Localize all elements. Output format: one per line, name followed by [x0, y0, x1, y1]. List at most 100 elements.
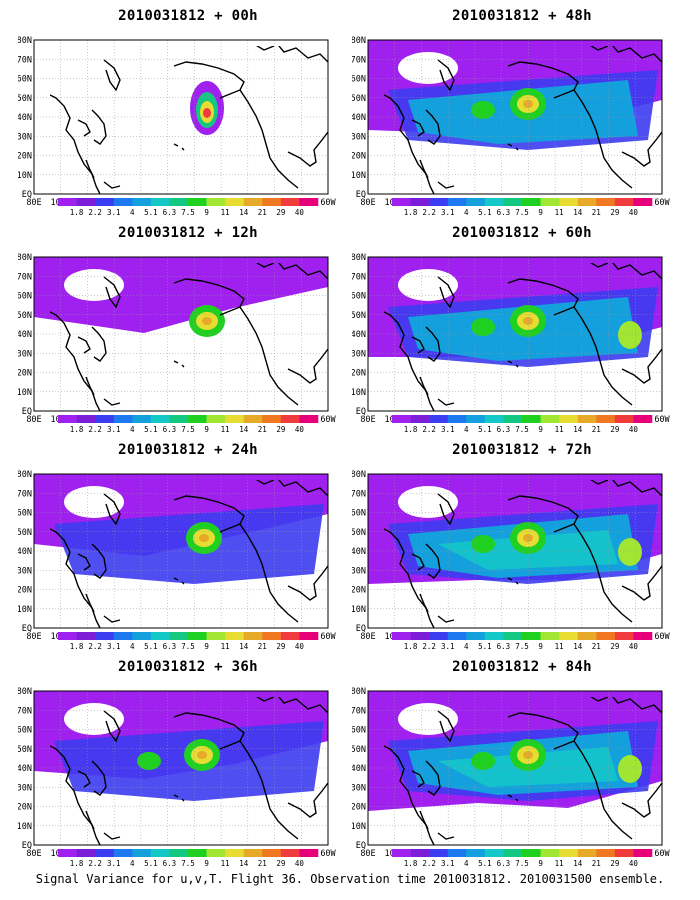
coastline [173, 495, 245, 533]
low-variance-area [64, 269, 124, 301]
coastline [173, 360, 185, 368]
colorbar-label: 6.3 [497, 859, 511, 868]
coastline [77, 760, 107, 796]
colorbar-label: 1.8 [70, 642, 84, 651]
map-plot: 80E100E120E140E160E180160W140W120W100W80… [352, 253, 671, 425]
coastline [173, 794, 185, 802]
low-variance-area [34, 608, 328, 628]
colorbar-swatch [243, 632, 263, 640]
colorbar-swatch [577, 415, 597, 423]
colorbar-swatch [113, 632, 133, 640]
variance-blob [203, 108, 211, 118]
variance-field [34, 257, 328, 411]
map-plot: 80E100E120E140E160E180160W140W120W100W80… [352, 687, 671, 859]
colorbar-swatch [188, 198, 207, 206]
colorbar-label: 7.5 [181, 425, 195, 434]
low-variance-area [64, 486, 124, 518]
map-panel: 2010031812 + 24h 80E100E120E140E160E1801… [18, 442, 358, 667]
colorbar-label: 29 [276, 859, 285, 868]
colorbar-label: 40 [295, 642, 305, 651]
colorbar-swatch [113, 849, 133, 857]
colorbar-swatch [113, 198, 133, 206]
latitude-label: EQ [22, 190, 32, 200]
colorbar-swatch [447, 632, 467, 640]
colorbar-swatch [503, 849, 523, 857]
colorbar-swatch [76, 849, 96, 857]
low-variance-area [64, 703, 124, 735]
coastline [507, 712, 579, 750]
colorbar-label: 11 [555, 425, 564, 434]
map-plot: 80E100E120E140E160E180160W140W120W100W80… [18, 687, 337, 859]
colorbar-label: 7.5 [181, 208, 195, 217]
colorbar-label: 21 [258, 208, 267, 217]
coastlines [50, 46, 329, 195]
colorbar-swatch [633, 415, 653, 423]
coastline [255, 46, 329, 63]
longitude-label: 80E [360, 849, 375, 859]
colorbar-swatch [225, 415, 245, 423]
variance-maximum [523, 317, 533, 325]
colorbar-label: 11 [221, 642, 230, 651]
colorbar-swatch [559, 849, 579, 857]
latitude-label: 50N [18, 94, 32, 104]
colorbar-swatch [410, 849, 430, 857]
longitude-label: 80E [26, 849, 41, 859]
colorbar-label: 21 [258, 425, 267, 434]
map-layer: 80E100E120E140E160E180160W140W120W100W80… [352, 470, 671, 642]
colorbar-label: 5.1 [478, 425, 492, 434]
coastline [173, 143, 185, 151]
colorbar-swatch [225, 198, 245, 206]
low-variance-area [368, 176, 662, 194]
colorbar-swatch [466, 198, 486, 206]
colorbar-swatch [484, 198, 504, 206]
map-gridlines [368, 40, 662, 194]
map-layer: 80E100E120E140E160E180160W140W120W100W80… [18, 470, 337, 642]
colorbar-swatch [58, 632, 77, 640]
colorbar: 1.8 2.2 3.1 4 5.1 6.3 7.5 9 11 14 21 29 40 [58, 632, 319, 651]
map-plot: 80E100E120E140E160E180160W140W120W100W80… [18, 253, 337, 425]
latitude-label: 70N [18, 272, 32, 282]
colorbar-label: 21 [592, 859, 601, 868]
colorbar-label: 14 [239, 425, 249, 434]
coastlines [50, 263, 329, 412]
colorbar-swatch [169, 632, 189, 640]
low-variance-area [368, 394, 662, 411]
colorbar-swatch [410, 632, 430, 640]
colorbar-label: 5.1 [144, 425, 158, 434]
latitude-label: 20N [18, 369, 32, 379]
panel-title: 2010031812 + 24h [118, 442, 258, 458]
colorbar-swatch [503, 198, 523, 206]
latitude-label: 70N [352, 706, 366, 716]
colorbar-label: 9 [204, 859, 209, 868]
colorbar-label: 29 [610, 859, 619, 868]
longitude-label: 60W [654, 632, 670, 642]
colorbar-label: 9 [204, 425, 209, 434]
variance-maximum [202, 317, 212, 325]
coastline [287, 131, 329, 167]
colorbar-swatch [522, 849, 541, 857]
latitude-label: EQ [356, 407, 366, 417]
panel-title: 2010031812 + 60h [452, 225, 592, 241]
colorbar-swatch [484, 849, 504, 857]
colorbar-swatch [280, 415, 300, 423]
latitude-label: EQ [22, 407, 32, 417]
coastlines [384, 263, 663, 412]
colorbar-label: 4 [464, 208, 469, 217]
coastline [419, 593, 455, 623]
coastline [621, 782, 663, 818]
latitude-label: 70N [18, 55, 32, 65]
colorbar-label: 29 [610, 642, 619, 651]
map-panel: 2010031812 + 36h 80E100E120E140E160E1801… [18, 659, 358, 884]
colorbar-swatch [614, 198, 634, 206]
latitude-label: 40N [352, 764, 366, 774]
latitude-label: 40N [352, 113, 366, 123]
longitude-label: 60W [654, 415, 670, 425]
colorbar-label: 9 [538, 208, 543, 217]
colorbar-swatch [225, 632, 245, 640]
variance-field [368, 691, 662, 845]
variance-maximum [471, 101, 495, 119]
variance-field [34, 691, 328, 845]
coastline [507, 143, 519, 151]
longitude-label: 60W [320, 415, 336, 425]
colorbar-swatch [522, 198, 541, 206]
